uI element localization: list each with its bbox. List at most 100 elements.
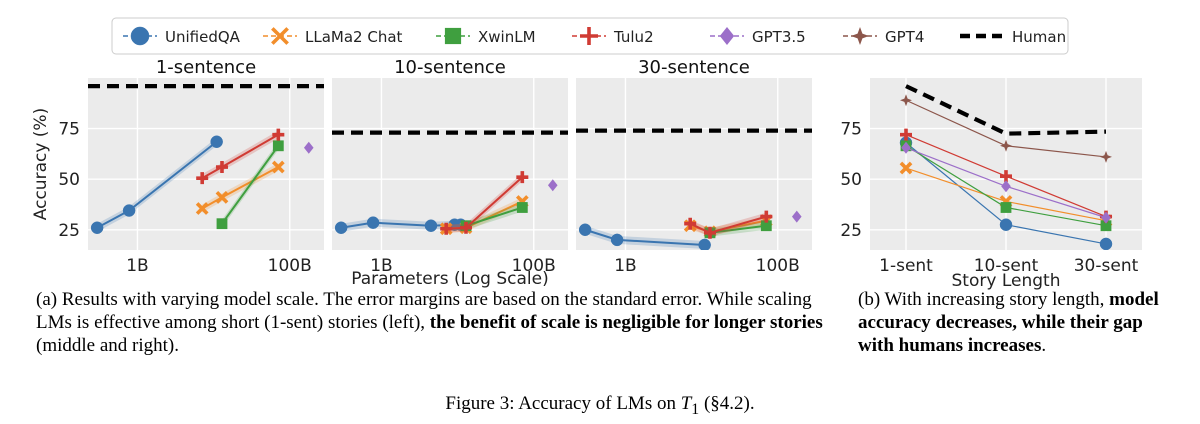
data-point-xwinlm — [516, 202, 528, 213]
y-tick-label: 50 — [840, 170, 862, 190]
x-tick-label: 100B — [512, 256, 556, 276]
legend-label-xwinlm: XwinLM — [478, 28, 536, 46]
figure-caption-prefix: Figure 3: Accuracy of LMs on — [445, 393, 681, 414]
data-point-unifiedqa — [122, 204, 136, 217]
legend-label-gpt4: GPT4 — [885, 28, 924, 46]
data-point-unifiedqa — [334, 221, 348, 234]
panel-title: 10-sentence — [394, 57, 506, 78]
data-point-unifiedqa — [1099, 237, 1113, 250]
data-point-unifiedqa — [610, 233, 624, 247]
data-point-llama2-chat — [195, 202, 209, 215]
plot-background — [88, 78, 324, 250]
legend-label-human: Human — [1012, 28, 1066, 46]
chart-panel-4: 25 50 75 1-sent 10-sent 30-sent Story Length — [840, 78, 1142, 291]
x-tick-label: 1B — [614, 256, 636, 276]
x-tick-label: 100B — [756, 256, 800, 276]
data-point-xwinlm — [216, 218, 228, 230]
caption-a: (a) Results with varying model scale. Th… — [36, 288, 836, 357]
y-tick-label: 75 — [58, 120, 80, 140]
y-tick-label: 50 — [58, 170, 80, 190]
caption-b-bold: model accuracy decreases, while their ga… — [858, 289, 1159, 356]
x-tick-label: 1B — [126, 256, 148, 276]
data-point-llama2-chat — [271, 160, 285, 174]
data-point-gpt4 — [900, 94, 912, 107]
legend-marker-gpt3-5 — [719, 27, 735, 45]
data-point-unifiedqa — [210, 135, 223, 148]
caption-a-text: (a) Results with varying model scale. Th… — [36, 289, 812, 333]
data-point-xwinlm — [1000, 202, 1012, 213]
figure-caption-suffix: (§4.2). — [699, 393, 755, 414]
data-point-tulu2 — [196, 172, 209, 185]
data-point-tulu2 — [760, 210, 773, 223]
series-line-xwinlm — [221, 145, 280, 225]
data-point-xwinlm — [760, 220, 772, 232]
series-line-human — [905, 84, 1107, 136]
panel-title: 30-sentence — [638, 57, 750, 78]
data-point-gpt3-5 — [1101, 211, 1111, 224]
data-point-gpt3-5 — [1001, 180, 1011, 193]
legend-marker-llama2-chat — [271, 27, 289, 45]
data-point-unifiedqa — [366, 216, 380, 229]
series-band-tulu2 — [446, 173, 523, 233]
data-point-gpt3-5 — [901, 141, 911, 154]
data-point-xwinlm — [272, 140, 284, 152]
data-point-gpt3-5 — [303, 141, 314, 154]
x-axis-label-shared: Parameters (Log Scale) — [351, 269, 548, 289]
chart-panel-2: 10-sentence 1B 100B — [332, 57, 568, 276]
data-point-gpt4 — [1100, 150, 1112, 163]
data-point-unifiedqa — [698, 238, 711, 250]
data-point-llama2-chat — [899, 161, 913, 175]
x-tick-label: 10-sent — [974, 256, 1039, 276]
legend-marker-unifiedqa — [130, 26, 150, 46]
legend-marker-tulu2 — [580, 27, 598, 45]
data-point-tulu2 — [900, 128, 912, 141]
y-tick-label: 25 — [58, 221, 80, 241]
chart-panel-1: 1-sentence 25 50 75 1B 100B Accuracy (%) — [31, 57, 324, 276]
chart-panels: 1-sentence 25 50 75 1B 100B Accuracy (%) 10-sen… — [31, 57, 1142, 291]
data-point-gpt4 — [1000, 139, 1012, 152]
y-tick-label: 25 — [840, 221, 862, 241]
caption-a-bold: the benefit of scale is negligible for l… — [429, 312, 823, 333]
data-point-tulu2 — [440, 222, 453, 235]
data-point-tulu2 — [516, 171, 529, 184]
caption-b: (b) With increasing story length, model … — [858, 288, 1178, 357]
x-tick-label: 100B — [268, 256, 312, 276]
plot-area — [332, 130, 568, 236]
data-point-unifiedqa — [424, 219, 438, 232]
data-point-tulu2 — [1000, 170, 1012, 183]
data-point-xwinlm — [1100, 220, 1112, 232]
plot-area — [899, 84, 1113, 250]
data-point-tulu2 — [703, 226, 716, 239]
chart-panel-3: 30-sentence 1B 100B — [576, 57, 812, 276]
data-point-tulu2 — [272, 128, 285, 141]
y-axis-label: Accuracy (%) — [31, 108, 51, 220]
x-tick-label: 30-sent — [1074, 256, 1139, 276]
data-point-tulu2 — [459, 221, 472, 234]
data-point-unifiedqa — [90, 221, 104, 234]
legend-label-tulu2: Tulu2 — [613, 28, 654, 46]
data-point-gpt3-5 — [791, 210, 802, 223]
legend-marker-xwinlm — [444, 27, 462, 45]
data-point-unifiedqa — [578, 223, 592, 237]
data-point-unifiedqa — [999, 218, 1013, 231]
data-point-tulu2 — [684, 217, 697, 230]
data-point-llama2-chat — [215, 191, 229, 204]
figure-caption-subscript: 1 — [691, 400, 700, 418]
caption-b-end: . — [1041, 335, 1047, 356]
series-line-xwinlm — [709, 224, 767, 234]
panel-title: 1-sentence — [156, 57, 256, 78]
legend-label-llama2-chat: LLaMa2 Chat — [305, 28, 403, 46]
x-axis-label: Story Length — [952, 271, 1061, 291]
legend-label-unifiedqa: UnifiedQA — [165, 28, 241, 46]
legend-label-gpt3-5: GPT3.5 — [752, 28, 806, 46]
figure-caption: Figure 3: Accuracy of LMs on T1 (§4.2). — [0, 392, 1200, 421]
legend: UnifiedQA LLaMa2 Chat XwinLM Tulu2 GPT3.5 GPT… — [111, 17, 1069, 55]
x-tick-label: 1-sent — [879, 256, 933, 276]
y-tick-label: 75 — [840, 120, 862, 140]
figure-caption-symbol: T — [680, 393, 692, 414]
caption-b-text: (b) With increasing story length, — [858, 289, 1110, 310]
data-point-tulu2 — [215, 161, 228, 174]
data-point-gpt3-5 — [547, 179, 558, 192]
plot-area — [88, 83, 324, 234]
